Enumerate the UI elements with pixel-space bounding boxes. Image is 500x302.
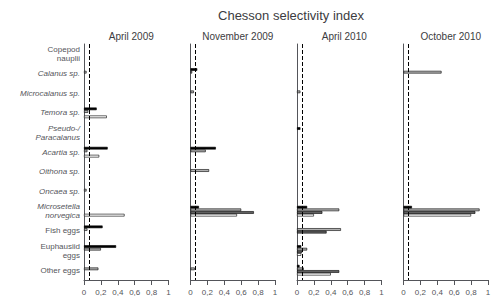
svg-text:1: 1 (273, 288, 278, 297)
svg-text:0,8: 0,8 (253, 288, 265, 297)
svg-text:Microsetella: Microsetella (37, 202, 80, 211)
svg-text:0,4: 0,4 (112, 288, 124, 297)
svg-text:Calanus sp.: Calanus sp. (38, 69, 80, 78)
svg-text:0,8: 0,8 (146, 288, 158, 297)
svg-text:Other eggs: Other eggs (40, 266, 80, 275)
svg-text:nauplii: nauplii (57, 54, 80, 63)
svg-text:1: 1 (379, 288, 384, 297)
svg-text:0,6: 0,6 (342, 288, 354, 297)
svg-text:0,8: 0,8 (466, 288, 478, 297)
svg-text:November 2009: November 2009 (202, 31, 274, 42)
svg-text:Pseudo-/: Pseudo-/ (48, 124, 81, 133)
svg-text:Chesson selectivity index: Chesson selectivity index (218, 8, 364, 23)
svg-text:0,2: 0,2 (202, 288, 214, 297)
svg-text:Euphausiid: Euphausiid (40, 242, 80, 251)
svg-text:0: 0 (82, 288, 87, 297)
svg-text:1: 1 (486, 288, 491, 297)
svg-text:nor­vegica: nor­vegica (45, 211, 80, 220)
svg-text:Acartia sp.: Acartia sp. (41, 148, 80, 157)
svg-text:0,8: 0,8 (359, 288, 371, 297)
svg-text:Oithona sp.: Oithona sp. (39, 167, 80, 176)
svg-text:0: 0 (188, 288, 193, 297)
svg-text:eggs: eggs (63, 251, 80, 260)
svg-text:0,4: 0,4 (325, 288, 337, 297)
svg-text:Copepod: Copepod (48, 45, 80, 54)
svg-text:0: 0 (295, 288, 300, 297)
svg-text:October 2010: October 2010 (420, 31, 481, 42)
svg-text:Oncaea sp.: Oncaea sp. (39, 187, 80, 196)
svg-text:Paracalanus: Paracalanus (36, 133, 80, 142)
svg-text:Fish eggs: Fish eggs (45, 226, 80, 235)
svg-text:0,4: 0,4 (219, 288, 231, 297)
svg-text:April 2010: April 2010 (322, 31, 367, 42)
svg-text:0,6: 0,6 (449, 288, 461, 297)
svg-text:0,4: 0,4 (432, 288, 444, 297)
svg-text:Temora sp.: Temora sp. (40, 108, 80, 117)
svg-text:0,6: 0,6 (129, 288, 141, 297)
svg-text:0,2: 0,2 (415, 288, 427, 297)
svg-text:0: 0 (401, 288, 406, 297)
svg-text:1: 1 (166, 288, 171, 297)
svg-text:0,6: 0,6 (236, 288, 248, 297)
svg-text:0,2: 0,2 (308, 288, 320, 297)
svg-text:April 2009: April 2009 (109, 31, 154, 42)
svg-text:0,2: 0,2 (95, 288, 107, 297)
svg-text:Microcalanus sp.: Microcalanus sp. (20, 89, 80, 98)
